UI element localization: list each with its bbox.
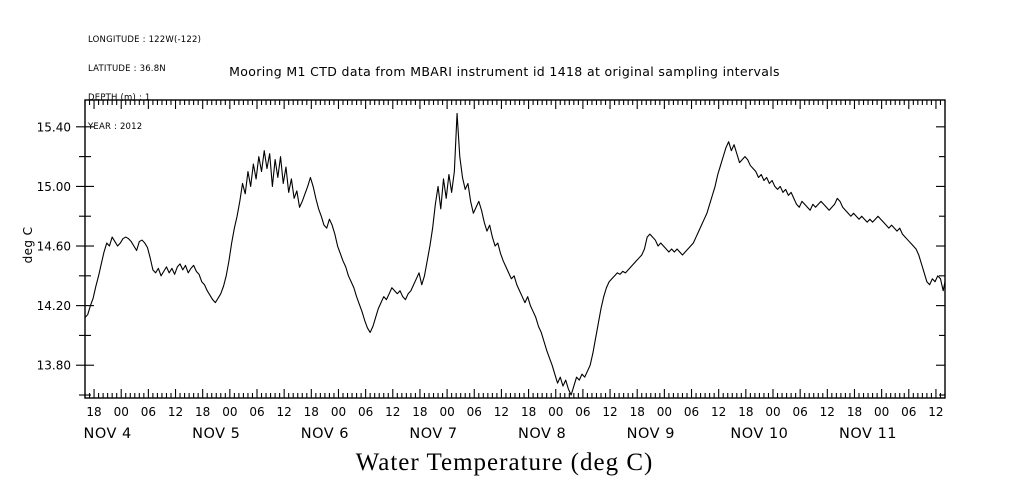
x-tick-label: 18	[412, 405, 427, 419]
x-tick-label: 06	[575, 405, 590, 419]
y-tick-label: 14.20	[37, 299, 71, 313]
metadata-depth: DEPTH (m) : 1	[88, 92, 151, 103]
x-tick-label: 00	[874, 405, 889, 419]
x-tick-label: 12	[711, 405, 726, 419]
bottom-title: Water Temperature (deg C)	[355, 449, 654, 476]
metadata-block: LONGITUDE : 122W(-122) LATITUDE : 36.8N …	[88, 17, 201, 151]
x-tick-label: 06	[467, 405, 482, 419]
x-tick-label: 00	[548, 405, 563, 419]
x-tick-label: 00	[657, 405, 672, 419]
y-tick-label: 15.00	[37, 180, 71, 194]
x-tick-label: 06	[901, 405, 916, 419]
x-day-label: NOV 7	[409, 426, 457, 442]
x-day-label: NOV 8	[518, 426, 566, 442]
x-tick-label: 06	[684, 405, 699, 419]
plot-frame	[84, 99, 946, 399]
x-tick-label: 12	[602, 405, 617, 419]
x-tick-label: 06	[358, 405, 373, 419]
x-tick-label: 12	[820, 405, 835, 419]
x-tick-label: 12	[168, 405, 183, 419]
x-tick-label: 18	[630, 405, 645, 419]
metadata-longitude: LONGITUDE : 122W(-122)	[88, 35, 202, 46]
x-tick-label: 18	[86, 405, 101, 419]
x-tick-label: 18	[847, 405, 862, 419]
y-tick-label: 15.40	[37, 120, 71, 134]
y-tick-label: 14.60	[37, 240, 71, 254]
series-layer	[84, 112, 946, 396]
x-day-label: NOV 9	[627, 426, 675, 442]
x-tick-label: 12	[277, 405, 292, 419]
axes-layer	[76, 99, 946, 399]
metadata-year: YEAR : 2012	[88, 121, 143, 132]
chart-title: Mooring M1 CTD data from MBARI instrumen…	[229, 64, 780, 79]
x-tick-label: 00	[765, 405, 780, 419]
x-tick-label: 00	[114, 405, 129, 419]
x-tick-label: 18	[195, 405, 210, 419]
x-day-label: NOV 10	[730, 426, 788, 442]
x-tick-label: 18	[304, 405, 319, 419]
x-day-label: NOV 5	[192, 426, 240, 442]
x-tick-label: 00	[439, 405, 454, 419]
x-tick-label: 00	[222, 405, 237, 419]
metadata-latitude: LATITUDE : 36.8N	[88, 63, 166, 74]
x-tick-label: 06	[793, 405, 808, 419]
x-tick-label: 06	[141, 405, 156, 419]
x-tick-label: 12	[385, 405, 400, 419]
x-day-label: NOV 11	[839, 426, 897, 442]
data-series-line	[84, 112, 946, 396]
x-day-label: NOV 4	[83, 426, 131, 442]
x-tick-label: 00	[331, 405, 346, 419]
x-tick-label: 18	[738, 405, 753, 419]
x-day-label: NOV 6	[301, 426, 349, 442]
axis-labels-layer: 18 00 06 12 18 00 06 12 18 00 06 12 18 00 06 12 18 00 06 12…	[37, 120, 944, 442]
x-tick-label: 12	[494, 405, 509, 419]
x-tick-label: 18	[521, 405, 536, 419]
x-tick-label: 06	[249, 405, 264, 419]
x-tick-label: 12	[928, 405, 943, 419]
y-tick-label: 13.80	[37, 359, 71, 373]
